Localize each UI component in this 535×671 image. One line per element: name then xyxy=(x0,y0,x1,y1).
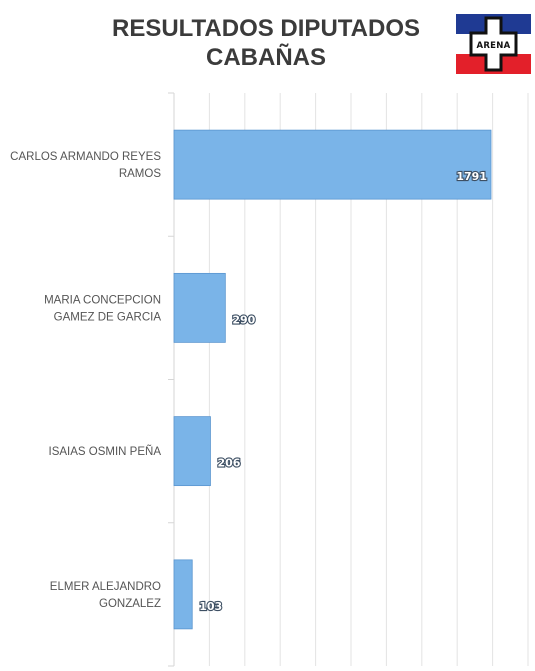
logo-cross-icon xyxy=(469,16,518,72)
value-label: 103 xyxy=(199,600,222,613)
category-label-line: ELMER ALEJANDRO xyxy=(50,581,161,593)
logo-text: ARENA xyxy=(476,41,510,51)
category-label: MARIA CONCEPCION GAMEZ DE GARCIA xyxy=(44,294,161,323)
category-label-line: RAMOS xyxy=(119,168,162,180)
category-label: ELMER ALEJANDRO GONZALEZ xyxy=(50,581,161,610)
value-labels: 1791 290 206 103 xyxy=(198,169,488,614)
bar xyxy=(173,416,211,487)
category-label: CARLOS ARMANDO REYES RAMOS xyxy=(10,151,161,180)
value-label: 206 xyxy=(217,457,240,470)
category-label-line: GAMEZ DE GARCIA xyxy=(54,311,162,323)
bar xyxy=(173,272,226,343)
bar xyxy=(173,129,492,200)
category-labels: CARLOS ARMANDO REYES RAMOS MARIA CONCEPCIO… xyxy=(10,151,161,610)
chart-title: RESULTADOS DIPUTADOS CABAÑAS xyxy=(60,14,472,72)
chart-axis xyxy=(168,92,175,667)
chart-bars xyxy=(173,129,492,630)
category-label-line: ISAIAS OSMIN PEÑA xyxy=(49,445,162,458)
category-label-line: CARLOS ARMANDO REYES xyxy=(10,151,161,163)
chart-title-line-1: RESULTADOS DIPUTADOS xyxy=(111,15,420,42)
chart-title-line-2: CABAÑAS xyxy=(206,44,326,71)
arena-logo: ARENA xyxy=(456,14,531,74)
category-label-line: MARIA CONCEPCION xyxy=(44,294,161,306)
bar xyxy=(173,559,193,630)
value-label: 1791 xyxy=(456,170,487,183)
category-label-line: GONZALEZ xyxy=(99,598,161,610)
value-label: 290 xyxy=(232,313,255,326)
category-label: ISAIAS OSMIN PEÑA xyxy=(49,445,162,458)
